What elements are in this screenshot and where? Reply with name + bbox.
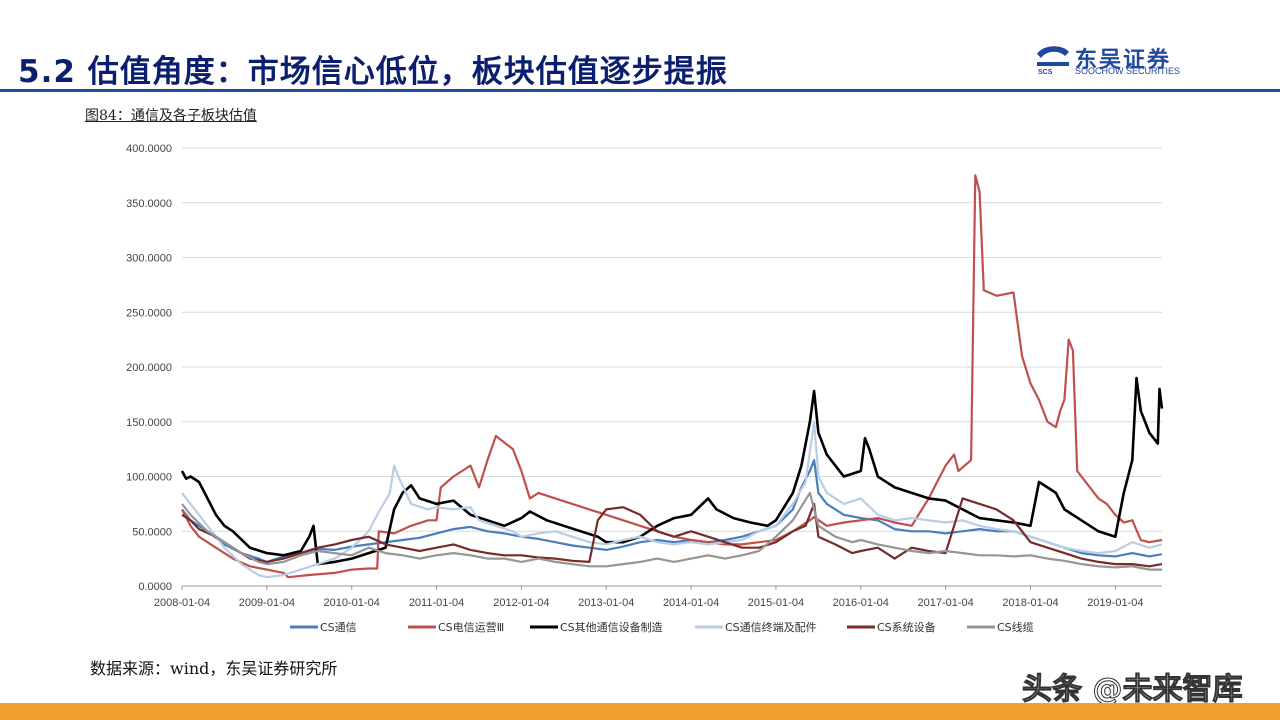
y-tick-label: 350.0000 [126, 198, 172, 210]
source-note: 数据来源：wind，东吴证券研究所 [90, 659, 338, 678]
legend-label: CS通信终端及配件 [725, 620, 817, 634]
series-line-2 [181, 174, 1163, 579]
svg-text:SCS: SCS [1038, 69, 1053, 76]
y-tick-label: 400.0000 [126, 143, 172, 155]
x-tick-label: 2013-01-04 [578, 597, 634, 609]
x-tick-label: 2010-01-04 [324, 597, 380, 609]
line-chart: 0.0000 50.0000 100.0000 150.0000 200.0000 250… [126, 143, 1164, 634]
brand-name-en: SOOCHOW SECURITIES [1075, 66, 1181, 76]
title-divider [0, 89, 1280, 92]
series-line-5 [181, 497, 1163, 568]
x-tick-label: 2015-01-04 [748, 597, 804, 609]
y-tick-label: 250.0000 [126, 307, 172, 319]
x-tick-label: 2018-01-04 [1002, 597, 1058, 609]
legend-label: CS电信运营Ⅲ [438, 620, 504, 634]
brand-mark-icon: SCS [1037, 46, 1069, 76]
x-tick-label: 2014-01-04 [663, 597, 719, 609]
y-tick-label: 0.0000 [138, 581, 172, 593]
legend-label: CS线缆 [997, 620, 1034, 634]
slide-title: 5.2 估值角度：市场信心低位，板块估值逐步提振 [18, 54, 728, 90]
y-tick-label: 150.0000 [126, 417, 172, 429]
brand-name-cn: 东吴证券 [1075, 48, 1172, 73]
x-tick-label: 2009-01-04 [239, 597, 295, 609]
y-tick-label: 100.0000 [126, 472, 172, 484]
x-tick-label: 2012-01-04 [493, 597, 549, 609]
x-tick-label: 2008-01-04 [154, 597, 210, 609]
legend-label: CS通信 [320, 621, 357, 634]
series-line-6 [181, 491, 1162, 571]
y-tick-label: 50.0000 [132, 526, 172, 538]
series-line-3 [180, 376, 1164, 566]
x-tick-label: 2019-01-04 [1087, 597, 1143, 609]
legend-label: CS其他通信设备制造 [560, 620, 663, 634]
x-tick-label: 2011-01-04 [409, 597, 464, 609]
legend-label: CS系统设备 [877, 620, 936, 634]
x-tick-label: 2016-01-04 [833, 597, 889, 609]
x-tick-label: 2017-01-04 [917, 597, 973, 609]
y-tick-label: 300.0000 [126, 253, 172, 265]
watermark: 头条 @未来智库 [1021, 672, 1243, 708]
y-tick-label: 200.0000 [126, 362, 172, 374]
brand-logo: SCS 东吴证券 SOOCHOW SECURITIES [1035, 42, 1235, 78]
bottom-accent-bar [0, 703, 1280, 720]
series-line-4 [181, 420, 1163, 579]
figure-label: 图84：通信及各子板块估值 [85, 108, 257, 124]
